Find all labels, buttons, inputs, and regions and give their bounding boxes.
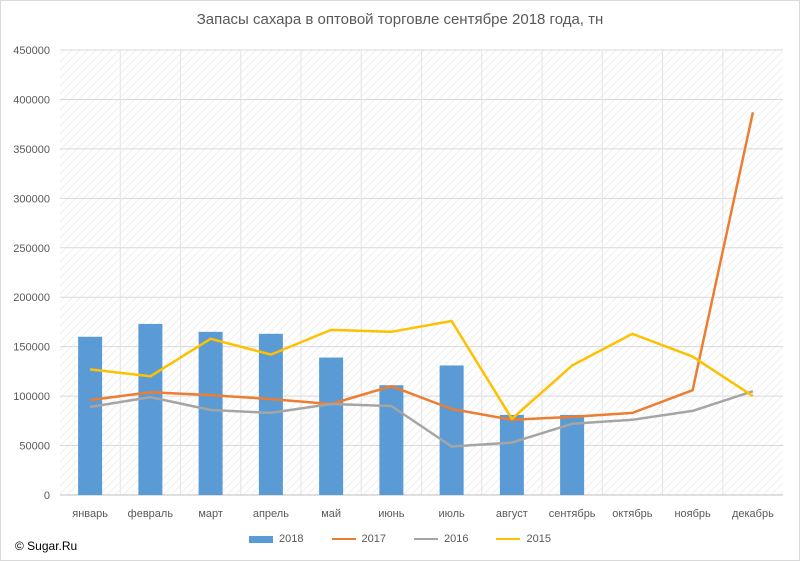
legend-item-2018: 2018: [249, 533, 304, 545]
bar-2018: [78, 336, 103, 495]
y-tick-label: 250000: [13, 243, 50, 255]
x-tick-label: январь: [72, 508, 108, 520]
line-2017: [89, 112, 755, 422]
legend-swatch: [331, 538, 356, 540]
legend-label: 2015: [526, 533, 551, 545]
bar-2018: [258, 333, 283, 495]
legend-swatch: [414, 538, 438, 540]
y-tick-label: 150000: [13, 342, 50, 354]
y-tick-label: 0: [44, 490, 50, 502]
legend-label: 2017: [361, 533, 386, 545]
copyright-text: © Sugar.Ru: [15, 539, 78, 553]
x-tick-label: сентябрь: [549, 508, 596, 520]
y-tick-label: 400000: [13, 94, 50, 106]
x-tick-label: октябрь: [612, 508, 652, 520]
bar-2018: [499, 414, 524, 495]
legend-label: 2018: [279, 533, 304, 545]
legend-item-2015: 2015: [496, 533, 551, 545]
legend-item-2017: 2017: [331, 533, 386, 545]
legend-swatch: [249, 535, 274, 543]
line-2016: [89, 390, 754, 448]
y-tick-label: 300000: [13, 193, 50, 205]
x-tick-label: июнь: [378, 508, 404, 520]
bar-2018: [379, 385, 404, 495]
x-tick-label: ноябрь: [674, 508, 711, 520]
y-tick-label: 100000: [13, 391, 50, 403]
x-tick-label: август: [496, 508, 528, 520]
x-tick-label: июль: [438, 508, 465, 520]
legend-item-2016: 2016: [414, 533, 468, 545]
chart-legend: 2018 2017 2016 2015: [1, 533, 799, 545]
x-tick-label: март: [198, 508, 223, 520]
line-2015: [89, 319, 754, 421]
y-tick-label: 450000: [13, 45, 50, 57]
legend-label: 2016: [444, 533, 469, 545]
x-tick-label: май: [321, 508, 341, 520]
y-tick-label: 50000: [19, 441, 50, 453]
x-tick-label: февраль: [128, 508, 174, 520]
bar-2018: [560, 414, 585, 495]
legend-swatch: [496, 538, 521, 540]
x-tick-label: декабрь: [732, 508, 774, 520]
chart-title: Запасы сахара в оптовой торговле сентябр…: [196, 11, 604, 28]
y-tick-label: 200000: [13, 292, 50, 304]
bar-2018: [439, 365, 464, 495]
bar-2018: [198, 331, 223, 495]
bar-2018: [138, 323, 163, 495]
x-tick-label: апрель: [253, 508, 289, 520]
y-tick-label: 350000: [13, 144, 50, 156]
bar-2018: [319, 357, 344, 495]
